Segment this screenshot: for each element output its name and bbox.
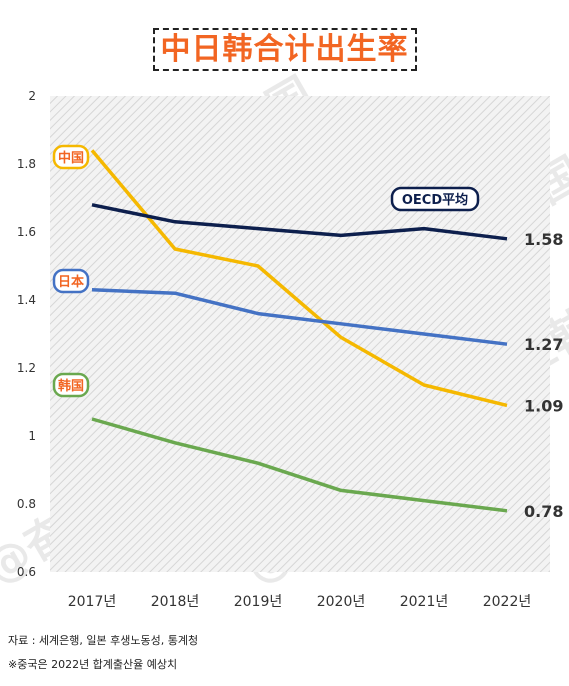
x-tick-label: 2018년 — [151, 594, 200, 610]
y-axis: 0.6 0.8 1 1.2 1.4 1.6 1.8 2 — [17, 89, 36, 579]
y-tick-label: 1.8 — [17, 157, 36, 171]
legend-tag: OECD平均 — [390, 186, 480, 212]
end-value-label: 1.27 — [524, 335, 563, 354]
legend-tag-text: 日本 — [58, 274, 84, 290]
footnote-estimate: ※중국은 2022년 합계출산율 예상치 — [8, 658, 178, 671]
chart-title: 中日韩合计出生率 — [0, 24, 569, 71]
x-tick-label: 2017년 — [68, 594, 117, 610]
legend-tag-text: 韩国 — [58, 378, 84, 394]
plot-area — [50, 96, 550, 572]
end-value-label: 1.58 — [524, 230, 563, 249]
y-tick-label: 1.4 — [17, 293, 36, 307]
y-tick-label: 0.8 — [17, 497, 36, 511]
legend-tag: 韩国 — [52, 372, 90, 398]
y-tick-label: 0.6 — [17, 565, 36, 579]
legend-tag-text: 中国 — [58, 150, 84, 166]
y-tick-label: 2 — [28, 89, 36, 103]
legend-tag-text: OECD平均 — [402, 192, 468, 208]
x-tick-label: 2020년 — [317, 594, 366, 610]
legend-tag-box — [52, 372, 90, 398]
legend-tag-box — [390, 186, 480, 212]
y-tick-label: 1.6 — [17, 225, 36, 239]
y-tick-label: 1.2 — [17, 361, 36, 375]
footnote-source: 자료 : 세계은행, 일본 후생노동성, 통계청 — [8, 634, 199, 647]
end-value-label: 0.78 — [524, 502, 563, 521]
legend-tag-box — [52, 144, 90, 170]
series-line — [91, 417, 508, 513]
x-tick-label: 2022년 — [483, 594, 532, 610]
y-tick-label: 1 — [28, 429, 36, 443]
legend-tag: 日本 — [52, 268, 90, 294]
chart-title-text: 中日韩合计出生率 — [152, 28, 417, 71]
x-tick-label: 2019년 — [234, 594, 283, 610]
series-line — [91, 288, 508, 346]
legend-tag: 中国 — [52, 144, 90, 170]
legend-tag-box — [52, 268, 90, 294]
x-tick-label: 2021년 — [400, 594, 449, 610]
x-axis: 2017년 2018년 2019년 2020년 2021년 2022년 — [68, 594, 532, 610]
end-value-label: 1.09 — [524, 396, 563, 415]
series-line — [90, 149, 508, 408]
series-lines — [90, 149, 508, 513]
series-line — [91, 203, 508, 241]
